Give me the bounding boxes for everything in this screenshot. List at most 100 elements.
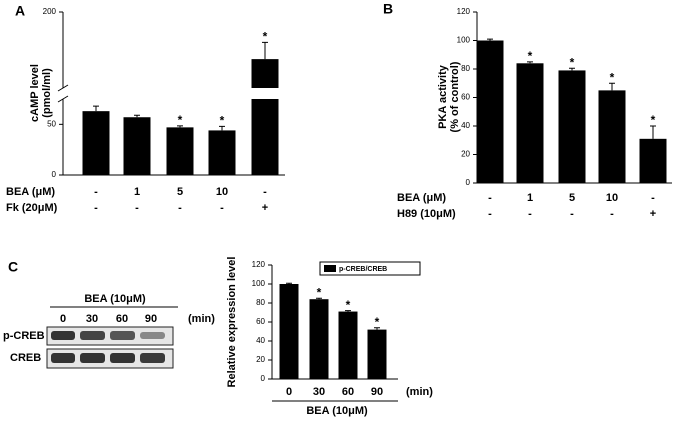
x-tick-label: 30 [313,386,325,398]
legend-box [319,261,421,276]
band [110,331,135,340]
error-bar [569,67,575,71]
y-tick-label: 80 [256,298,265,307]
error-bar [134,114,140,118]
y-axis-label: (pmol/ml) [41,68,53,118]
significance-mark: * [651,113,656,127]
blot-time: 30 [86,313,98,325]
treatment-level: 5 [569,192,575,204]
treatment-level: - [651,192,655,204]
treatment-label: BEA (μM) [397,192,446,204]
band [110,353,135,363]
bar [279,284,299,379]
significance-mark: * [263,30,268,44]
y-axis-label: (% of control) [449,61,461,132]
panel-label: C [8,259,18,275]
error-bar [93,105,99,112]
treatment-level: 5 [177,186,183,198]
y-axis-label: cAMP level [29,64,41,122]
treatment-level: - [528,208,532,220]
blot-time: 90 [145,313,157,325]
y-tick-label: 40 [461,121,470,130]
treatment-level: - [135,202,139,214]
error-bar [316,297,322,300]
error-bar [286,282,292,284]
bar [476,40,504,183]
axis-break [57,95,69,103]
bar [367,329,387,379]
error-bar [374,327,380,330]
y-tick-label: 200 [43,7,57,16]
bar-break [250,88,280,99]
treatment-level: - [94,202,98,214]
y-tick-label: 0 [52,170,57,179]
significance-mark: * [220,114,225,128]
bar [166,127,194,175]
band [80,353,105,363]
significance-mark: * [178,113,183,127]
bar [82,111,110,175]
significance-mark: * [528,49,533,63]
significance-mark: * [346,298,351,312]
y-tick-label: 60 [461,93,470,102]
panel-label: A [15,3,25,19]
band [80,331,105,340]
treatment-level: - [178,202,182,214]
legend-label: p-CREB/CREB [339,266,387,273]
y-axis-label: PKA activity [437,64,449,129]
error-bar [262,41,268,60]
treatment-level: - [263,186,267,198]
band [51,353,75,363]
x-tick-label: 90 [371,386,383,398]
bar [516,63,544,183]
band [51,331,75,340]
treatment-label: H89 (10μM) [397,208,456,220]
error-bar [345,310,351,312]
significance-mark: * [570,55,575,69]
y-tick-label: 100 [252,279,266,288]
error-bar [487,38,493,41]
y-tick-label: 120 [457,7,471,16]
bar [208,130,236,175]
band [140,332,165,339]
x-tick-label: 60 [342,386,354,398]
y-axis-label: Relative expression level [226,257,238,388]
treatment-level: - [220,202,224,214]
legend-swatch [324,265,336,272]
treatment-level: - [610,208,614,220]
bar [639,138,667,183]
significance-mark: * [610,70,615,84]
western-blot: BEA (10μM) 0 30 60 90 (min) p-CREB CREB [3,293,215,369]
treatment-level: + [650,208,656,220]
treatment-level: + [262,202,268,214]
treatment-level: 1 [134,186,140,198]
treatment-level: 10 [216,186,228,198]
bar [598,90,626,183]
treatment-level: - [570,208,574,220]
band [140,353,165,363]
bar [123,117,151,175]
y-tick-label: 50 [47,119,56,128]
treatment-level: 10 [606,192,618,204]
bar [309,299,329,379]
blot-row-label: CREB [10,352,41,364]
treatment-level: - [488,192,492,204]
treatment-level: - [488,208,492,220]
error-bar [527,61,533,64]
y-tick-label: 0 [466,178,471,187]
error-bar [609,82,615,91]
significance-mark: * [375,315,380,329]
y-tick-label: 80 [461,64,470,73]
y-tick-label: 40 [256,336,265,345]
error-bar [650,125,656,139]
bar [251,59,279,176]
x-axis-label: BEA (10μM) [306,405,368,417]
y-tick-label: 20 [256,355,265,364]
blot-row-label: p-CREB [3,330,45,342]
treatment-label: Fk (20μM) [6,202,58,214]
panel-label: B [383,1,393,17]
treatment-level: 1 [527,192,533,204]
y-tick-label: 100 [457,36,471,45]
error-bar [177,125,183,128]
